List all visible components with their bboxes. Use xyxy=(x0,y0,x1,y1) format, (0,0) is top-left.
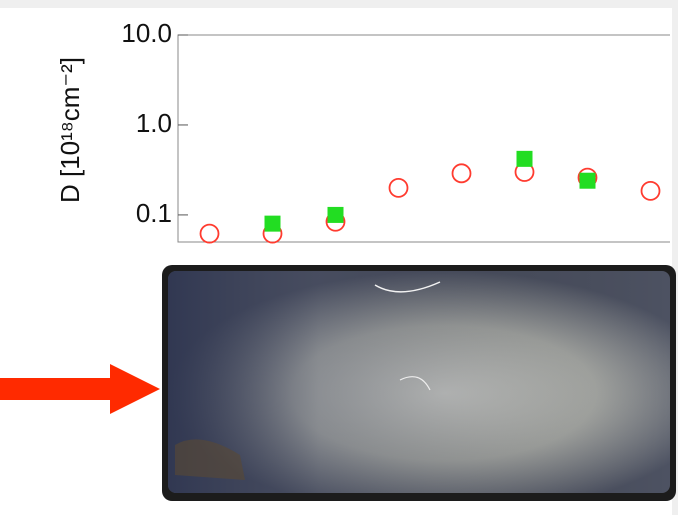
square-marker xyxy=(517,151,533,167)
y-tick-label: 1.0 xyxy=(136,108,172,138)
y-tick-label: 10.0 xyxy=(121,18,172,48)
y-axis-label: D [10¹⁸cm⁻²] xyxy=(55,57,85,203)
square-marker xyxy=(265,216,281,232)
plate-shade xyxy=(168,271,670,493)
page: D [10¹⁸cm⁻²] 10.01.00.1 (() => { const d… xyxy=(0,0,678,515)
figure: D [10¹⁸cm⁻²] 10.0 1.0 0.1 xyxy=(0,0,678,515)
square-marker xyxy=(328,207,344,223)
y-tick-label: 0.1 xyxy=(136,198,172,228)
square-marker xyxy=(580,173,596,189)
sample-photo xyxy=(162,265,676,501)
